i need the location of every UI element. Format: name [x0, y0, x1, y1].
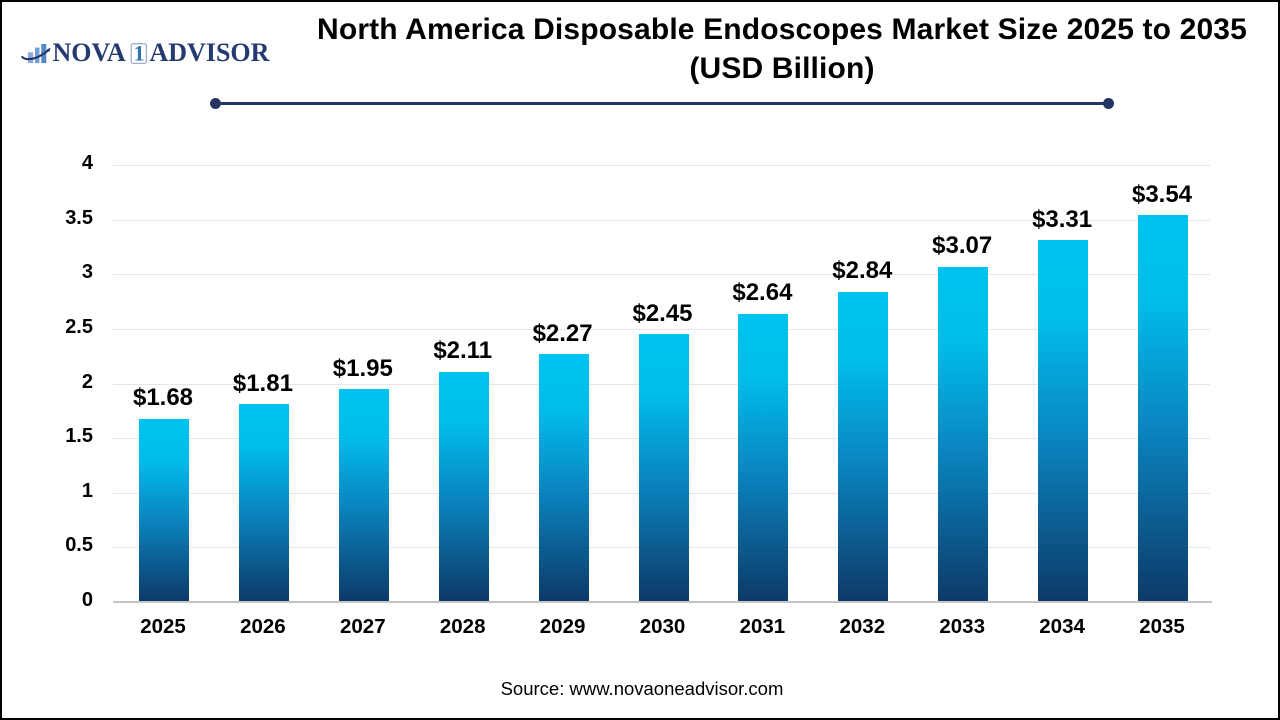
svg-text:1: 1 — [134, 41, 145, 66]
svg-text:ADVISOR: ADVISOR — [150, 38, 270, 67]
svg-text:NOVA: NOVA — [53, 38, 126, 67]
